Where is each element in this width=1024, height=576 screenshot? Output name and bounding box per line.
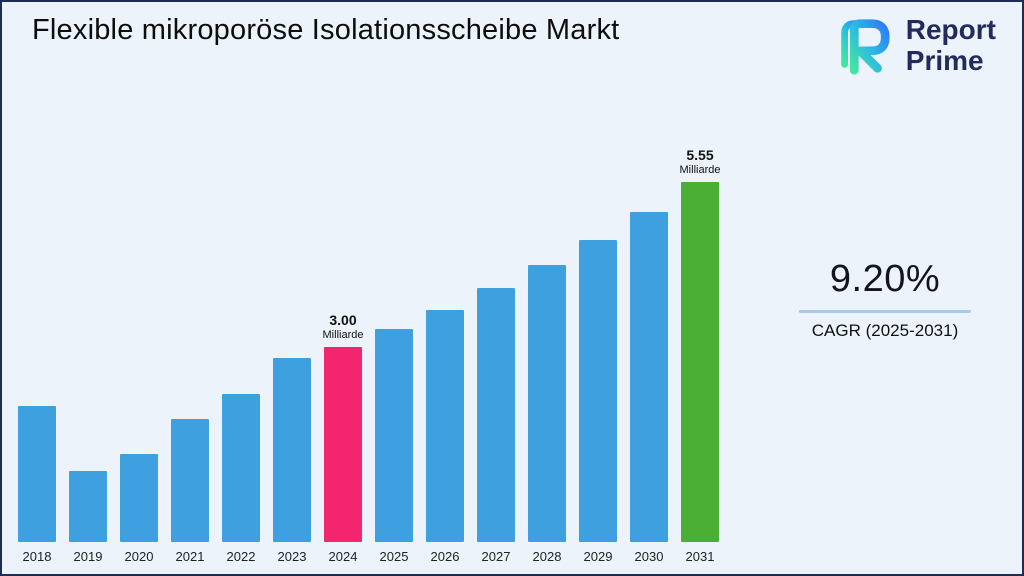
bar-2029 (579, 240, 617, 542)
bar-group-2027: 2027 (477, 288, 515, 564)
x-tick-2029: 2029 (583, 549, 613, 564)
bar-value-2031: 5.55 (686, 147, 714, 163)
bar-2020 (120, 454, 158, 542)
bar-group-2019: 2019 (69, 471, 107, 564)
bar-unit-2024: Milliarde (322, 329, 364, 341)
bar-group-2022: 2022 (222, 394, 260, 564)
bar-value-label-2024: 3.00 Milliarde (323, 312, 364, 341)
bar-group-2029: 2029 (579, 240, 617, 564)
bar-value-label-2031: 5.55 Milliarde (680, 147, 721, 176)
x-tick-2026: 2026 (430, 549, 460, 564)
x-tick-2020: 2020 (124, 549, 154, 564)
bar-group-2028: 2028 (528, 265, 566, 564)
x-tick-2022: 2022 (226, 549, 256, 564)
cagr-value: 9.20% (829, 258, 941, 300)
bar-2026 (426, 310, 464, 542)
cagr-underline (799, 310, 971, 313)
x-tick-2024: 2024 (328, 549, 358, 564)
bar-group-2018: 2018 (18, 406, 56, 564)
bar-2028 (528, 265, 566, 542)
x-tick-2027: 2027 (481, 549, 511, 564)
bar-group-2030: 2030 (630, 212, 668, 564)
bar-group-2023: 2023 (273, 358, 311, 564)
bar-group-2020: 2020 (120, 454, 158, 564)
bar-2031 (681, 182, 719, 542)
bar-2023 (273, 358, 311, 542)
bar-2021 (171, 419, 209, 542)
bar-group-2031: 5.55 Milliarde 2031 (680, 147, 721, 564)
bar-2018 (18, 406, 56, 542)
logo-text: Report Prime (906, 14, 996, 77)
logo-text-line1: Report (905, 14, 996, 45)
bar-group-2021: 2021 (171, 419, 209, 564)
x-tick-2028: 2028 (532, 549, 562, 564)
bar-unit-2031: Milliarde (679, 164, 721, 176)
report-prime-logo-icon (830, 14, 894, 76)
page-title: Flexible mikroporöse Isolationsscheibe M… (32, 14, 620, 46)
x-tick-2031: 2031 (685, 549, 715, 564)
bar-2022 (222, 394, 260, 542)
x-tick-2023: 2023 (277, 549, 307, 564)
report-prime-logo: Report Prime (830, 14, 996, 77)
cagr-block: 9.20% CAGR (2025-2031) (792, 258, 978, 341)
x-tick-2018: 2018 (22, 549, 52, 564)
x-tick-2021: 2021 (175, 549, 205, 564)
x-tick-2025: 2025 (379, 549, 409, 564)
x-tick-2030: 2030 (634, 549, 664, 564)
bar-group-2024: 3.00 Milliarde 2024 (323, 312, 364, 564)
bar-group-2025: 2025 (375, 329, 413, 564)
bar-2024 (324, 347, 362, 542)
bar-2019 (69, 471, 107, 542)
x-tick-2019: 2019 (73, 549, 103, 564)
cagr-label: CAGR (2025-2031) (811, 321, 959, 340)
bar-2030 (630, 212, 668, 542)
logo-text-line2: Prime (905, 45, 984, 77)
bar-value-2024: 3.00 (329, 312, 357, 328)
bar-2027 (477, 288, 515, 542)
bar-group-2026: 2026 (426, 310, 464, 564)
bar-chart: 2018 2019 2020 2021 2022 2023 3.00 Milliarde 202… (18, 147, 730, 564)
bar-2025 (375, 329, 413, 542)
